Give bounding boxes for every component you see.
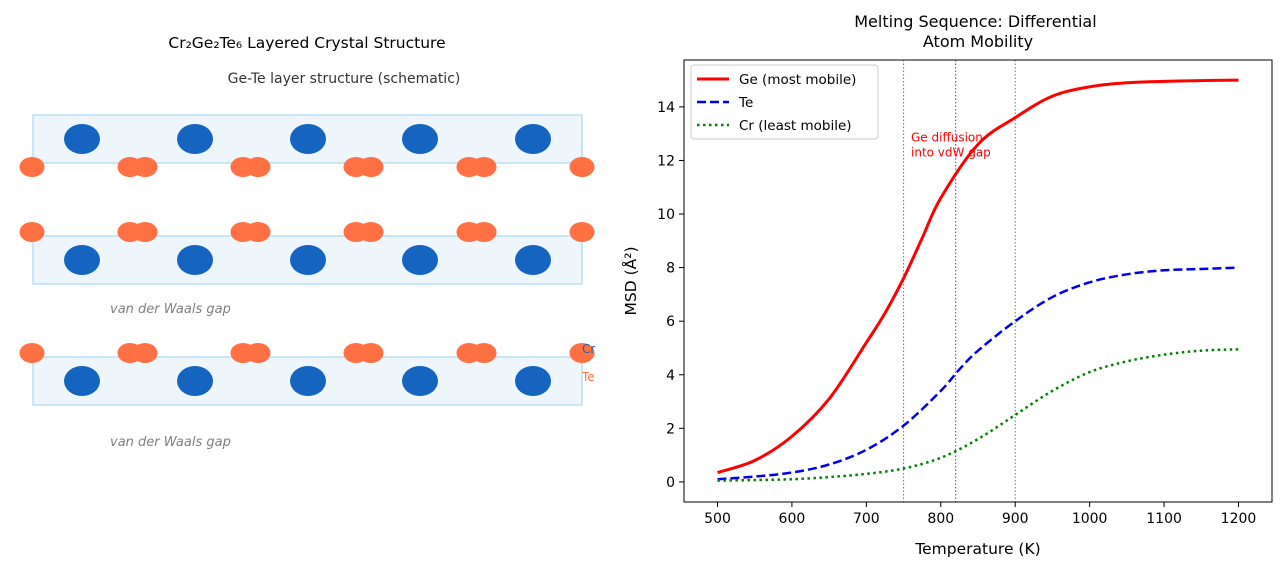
te-atom <box>132 222 158 242</box>
msd-chart: Melting Sequence: Differential Atom Mobi… <box>621 12 1273 558</box>
annotation-line: Ge diffusion <box>911 131 983 145</box>
cr-atom <box>290 366 326 396</box>
chart-title-line-1: Melting Sequence: Differential <box>854 12 1096 31</box>
y-tick-label: 12 <box>657 153 675 169</box>
te-atom <box>245 222 271 242</box>
cr-atom <box>402 124 438 154</box>
te-atom <box>569 157 595 177</box>
te-atom <box>245 157 271 177</box>
annotation-line: into vdW gap <box>911 146 991 160</box>
crystal-layers <box>19 114 595 406</box>
cr-atom <box>177 245 213 275</box>
te-atom <box>19 222 45 242</box>
legend-box <box>690 64 879 140</box>
chart-title: Melting Sequence: Differential Atom Mobi… <box>854 12 1102 51</box>
te-atom <box>19 157 45 177</box>
te-atom <box>358 343 384 363</box>
annotations: Ge diffusion into vdW gap <box>911 131 991 160</box>
cr-atom <box>64 245 100 275</box>
annotation-text: Ge diffusion into vdW gap <box>911 131 991 160</box>
axis-ticks: 500 600 700 800 900 1000 1100 1200 0 2 4 6 8 10 12 14 <box>657 100 1256 527</box>
chart-legend: Ge (most mobile) Te Cr (least mobile) <box>690 64 879 140</box>
cr-atom <box>64 124 100 154</box>
cr-atom <box>64 366 100 396</box>
series-line-1 <box>717 266 1239 481</box>
structure-subtitle: Ge-Te layer structure (schematic) <box>228 71 461 87</box>
crystal-structure-panel: Cr₂Ge₂Te₆ Layered Crystal Structure Ge-T… <box>19 34 595 450</box>
series-lines <box>717 78 1239 482</box>
y-tick-label: 10 <box>657 207 675 223</box>
te-atom <box>471 157 497 177</box>
y-tick-label: 2 <box>666 421 675 437</box>
chart-title-line-2: Atom Mobility <box>923 32 1033 51</box>
plot-frame <box>683 59 1273 503</box>
y-tick-label: 0 <box>666 475 675 491</box>
te-atom <box>19 343 45 363</box>
x-tick-label: 700 <box>853 511 880 527</box>
legend-label-0: Ge (most mobile) <box>739 72 856 88</box>
y-tick-label: 6 <box>666 314 675 330</box>
cr-atom <box>177 124 213 154</box>
te-atom <box>569 343 595 363</box>
te-atom <box>245 343 271 363</box>
te-atom <box>358 157 384 177</box>
x-tick-label: 1000 <box>1072 511 1108 527</box>
te-atom <box>471 343 497 363</box>
series-line-2 <box>717 348 1239 482</box>
te-atom <box>569 222 595 242</box>
vdw-gap-label-2: van der Waals gap <box>110 435 231 450</box>
x-tick-label: 800 <box>927 511 954 527</box>
te-atom <box>132 343 158 363</box>
x-tick-label: 1200 <box>1221 511 1257 527</box>
cr-atom <box>515 245 551 275</box>
legend-te-label: Te <box>581 370 595 384</box>
te-atom <box>358 222 384 242</box>
x-axis-label: Temperature (K) <box>914 540 1040 558</box>
cr-atom <box>402 245 438 275</box>
legend-label-2: Cr (least mobile) <box>739 118 852 134</box>
cr-atom <box>177 366 213 396</box>
legend-label-1: Te <box>738 95 753 111</box>
te-atom <box>132 157 158 177</box>
cr-atom <box>402 366 438 396</box>
cr-atom <box>290 245 326 275</box>
series-line-0 <box>717 78 1239 474</box>
te-atom <box>471 222 497 242</box>
vdw-gap-label-1: van der Waals gap <box>110 302 231 317</box>
x-tick-label: 600 <box>779 511 806 527</box>
x-tick-label: 900 <box>1002 511 1029 527</box>
structure-title: Cr₂Ge₂Te₆ Layered Crystal Structure <box>168 34 445 52</box>
x-tick-label: 500 <box>704 511 731 527</box>
y-tick-label: 14 <box>657 100 675 116</box>
y-tick-label: 8 <box>666 261 675 277</box>
y-tick-label: 4 <box>666 368 675 384</box>
cr-atom <box>290 124 326 154</box>
x-tick-label: 1100 <box>1146 511 1182 527</box>
cr-atom <box>515 124 551 154</box>
cr-atom <box>515 366 551 396</box>
y-axis-label: MSD (Å²) <box>621 247 640 316</box>
legend-cr-label: Cr <box>582 342 595 356</box>
